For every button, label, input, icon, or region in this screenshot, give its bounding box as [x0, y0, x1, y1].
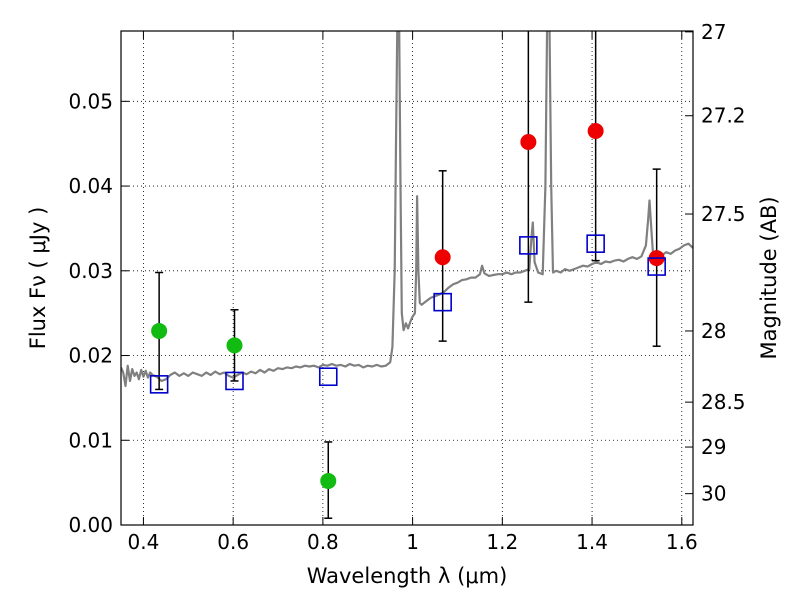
y-tick-label: 0.04 [68, 174, 113, 198]
green-data-point [151, 322, 168, 339]
y2-tick-label: 27.2 [701, 104, 746, 128]
x-tick-label: 1 [406, 530, 419, 554]
y-tick-label: 0.05 [68, 89, 113, 113]
y2-axis-label: Magnitude (AB) [757, 196, 781, 359]
model-square-point [519, 236, 538, 255]
model-square-point [586, 234, 605, 253]
y-tick-label: 0.00 [68, 513, 113, 537]
x-tick-label: 0.6 [217, 530, 249, 554]
model-square-point [149, 375, 169, 394]
y-axis-label: Flux Fν ( μJy ) [26, 207, 50, 350]
y2-tick-label: 30 [701, 482, 726, 506]
x-axis-label: Wavelength λ (μm) [307, 564, 508, 588]
y2-tick-label: 29 [701, 435, 726, 459]
y-tick-label: 0.03 [68, 259, 113, 283]
y2-tick-label: 28 [701, 319, 726, 343]
model-square-point [433, 292, 452, 312]
grid [121, 31, 693, 526]
model-square-point [647, 257, 666, 276]
spectrum-layer [121, 31, 693, 388]
y-tick-label: 0.02 [68, 344, 113, 368]
plot-frame [120, 30, 694, 526]
x-tick-label: 0.8 [307, 530, 339, 554]
model-square-point [225, 371, 244, 391]
marker-layer [149, 122, 666, 489]
y-tick-label: 0.01 [68, 428, 113, 452]
green-data-point [226, 337, 243, 354]
red-data-point [520, 134, 537, 151]
y2-tick-label: 27 [701, 20, 726, 44]
model-square-point [318, 367, 338, 387]
x-tick-label: 0.4 [128, 530, 160, 554]
spectrum-line [121, 31, 693, 388]
x-tick-label: 1.4 [576, 530, 608, 554]
x-tick-label: 1.2 [486, 530, 518, 554]
tick-layer: 0.4 0.6 0.8 1 1.2 1.4 1.6 0.00 0.01 0.02 0.03 0.04 0… [68, 20, 745, 554]
green-data-point [320, 472, 337, 489]
red-data-point [587, 122, 604, 139]
x-tick-label: 1.6 [666, 530, 698, 554]
y2-tick-label: 27.5 [701, 202, 746, 226]
y2-tick-label: 28.5 [701, 390, 746, 414]
red-data-point [434, 249, 451, 266]
